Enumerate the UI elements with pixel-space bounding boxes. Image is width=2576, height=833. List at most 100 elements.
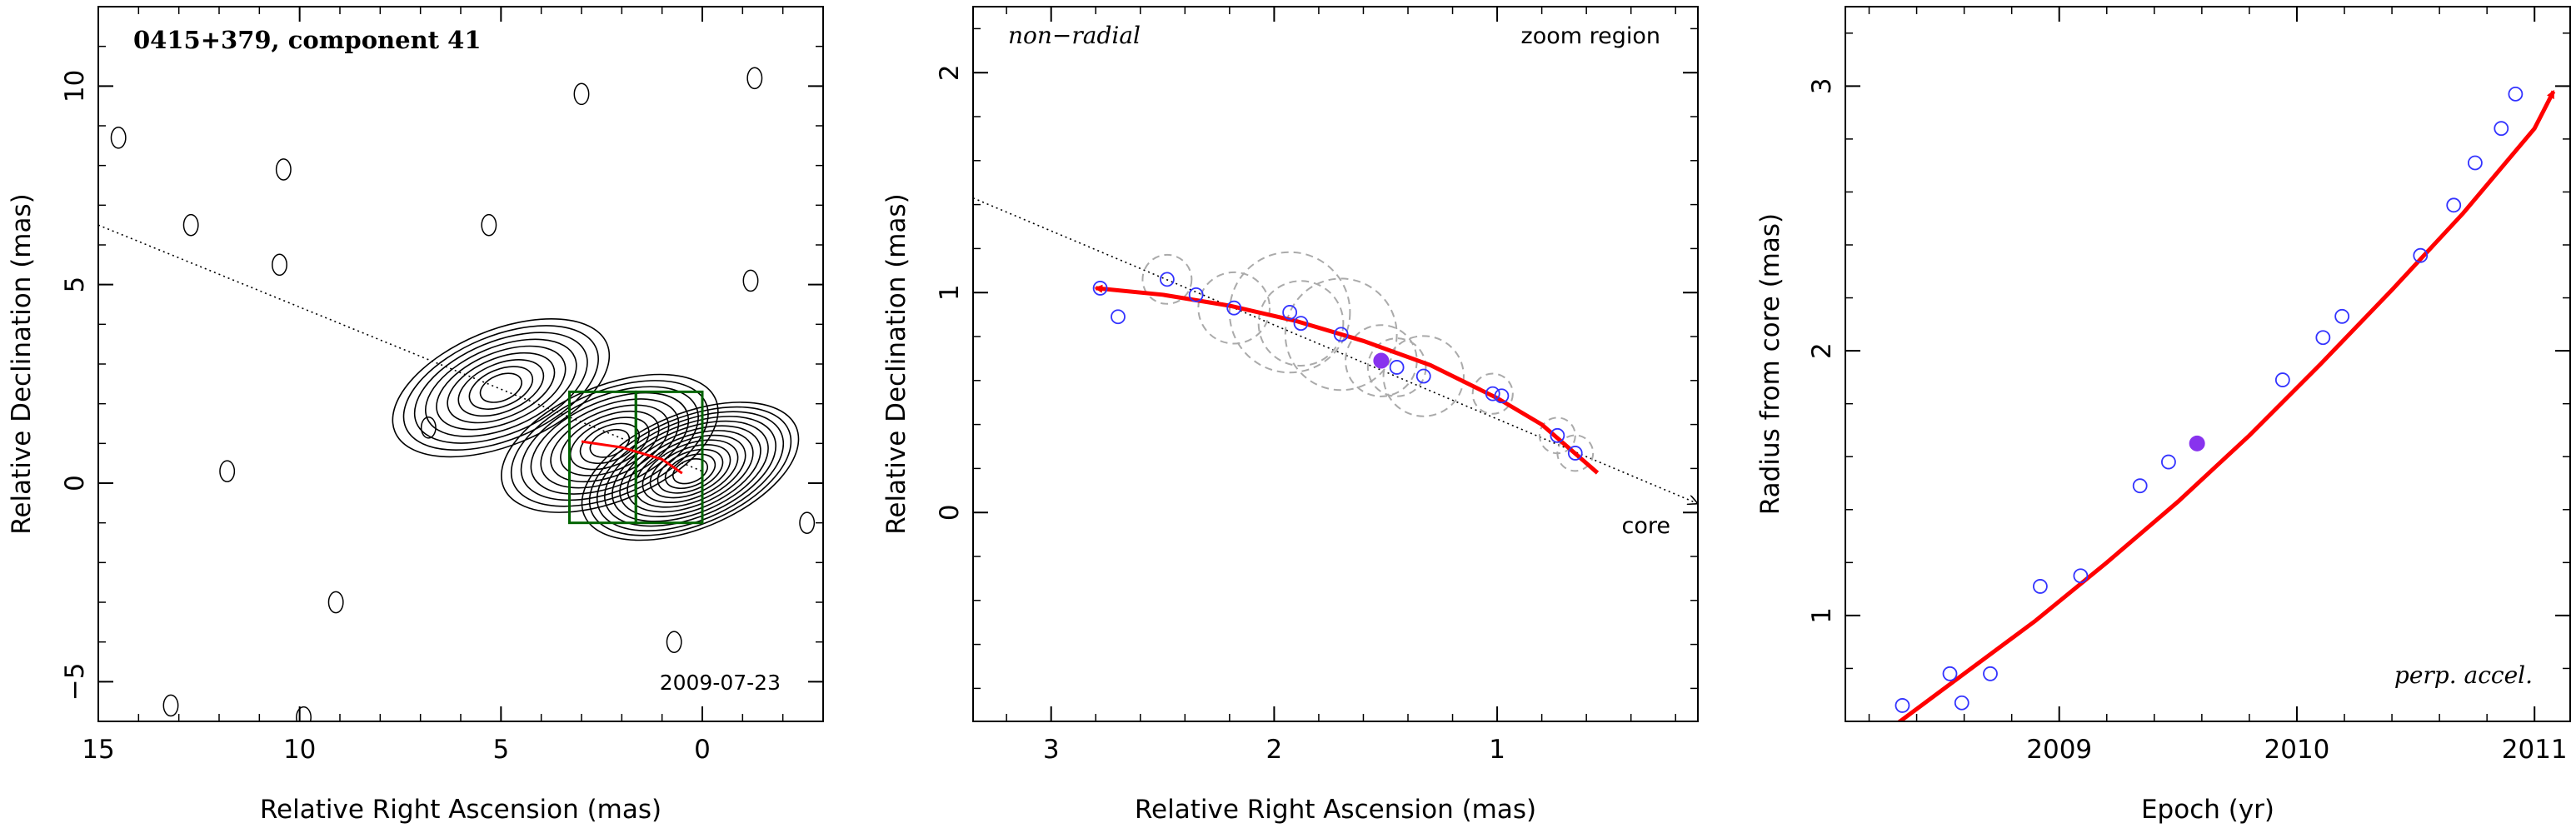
data-point (2315, 330, 2331, 346)
x-tick-label: 15 (82, 735, 114, 765)
x-axis-label: Relative Right Ascension (mas) (260, 795, 661, 825)
error-ellipse (1197, 271, 1271, 345)
contour-level (540, 398, 680, 489)
axis-ticks: 15 10 5 0 −5 0 5 10 (60, 6, 824, 765)
y-tick-label: 1 (935, 284, 965, 301)
data-point (2334, 308, 2350, 324)
panel-contour-map: 15 10 5 0 −5 0 5 10 0415+379, component 41 2009… (7, 6, 824, 825)
isolated-contour-features (110, 67, 816, 721)
contour-level (425, 338, 577, 437)
isolated-contour (110, 126, 127, 149)
position-points (1092, 272, 1583, 461)
isolated-contour (799, 511, 816, 534)
error-ellipse (1257, 280, 1345, 367)
isolated-contour (272, 253, 287, 277)
data-point (2413, 247, 2429, 263)
contour-level (671, 458, 709, 485)
y-tick-label: 2 (935, 64, 965, 81)
non-radial-label: non−radial (1008, 22, 1141, 49)
data-point (1983, 666, 1998, 681)
y-tick-label: 2 (1807, 342, 1837, 359)
zoom-box-right (634, 390, 704, 525)
data-point (1092, 281, 1108, 296)
plot-frame (97, 6, 824, 722)
data-point (2274, 372, 2290, 387)
isolated-contour (742, 269, 759, 292)
x-tick-label: 1 (1489, 735, 1505, 765)
y-tick-label: −5 (60, 662, 90, 701)
data-point (1567, 446, 1583, 461)
data-point (2508, 86, 2524, 102)
data-point (1942, 666, 1958, 681)
contour-level (642, 439, 739, 503)
zoom-region-label: zoom region (1521, 23, 1660, 49)
contour-level (634, 434, 746, 508)
data-point (1293, 316, 1309, 332)
perp-accel-label: perp. accel. (2394, 661, 2533, 689)
error-ellipse (1556, 434, 1595, 472)
x-tick-label: 2009 (2026, 735, 2092, 765)
contour-level (581, 402, 800, 541)
panel-zoom-region: 3 2 1 0 1 2 non−radial zoom region core Relat… (881, 6, 1699, 825)
highlight-point (1373, 352, 1390, 369)
contour-level (447, 352, 556, 424)
zoom-region-box (568, 390, 704, 525)
data-point (1485, 386, 1500, 402)
x-tick-label: 5 (492, 735, 509, 765)
contour-level (479, 372, 522, 403)
plot-frame (972, 6, 1699, 722)
plot-frame (1845, 6, 2571, 722)
contour-level (612, 420, 769, 522)
error-ellipse (1284, 277, 1398, 392)
x-axis-label: Relative Right Ascension (mas) (1135, 795, 1536, 825)
y-tick-label: 5 (60, 277, 90, 293)
contour-level (588, 406, 792, 536)
isolated-contour (327, 591, 344, 614)
contour-level (596, 411, 785, 531)
trajectory-fit (581, 440, 683, 475)
data-point (2033, 579, 2048, 594)
error-ellipse (1141, 253, 1193, 305)
contour-level (550, 404, 670, 483)
contour-level (392, 317, 611, 458)
x-tick-label: 0 (694, 735, 711, 765)
map-title: 0415+379, component 41 (133, 26, 482, 54)
isolated-contour (746, 67, 763, 90)
x-tick-label: 2010 (2264, 735, 2330, 765)
x-tick-label: 10 (283, 735, 316, 765)
y-tick-label: 1 (1807, 607, 1837, 624)
highlight-point (2189, 435, 2205, 451)
data-point (1226, 300, 1242, 316)
data-point (1895, 698, 1910, 713)
radius-points (1895, 86, 2524, 713)
contour-level (457, 359, 545, 417)
isolated-contour (296, 706, 312, 721)
y-tick-label: 0 (60, 475, 90, 491)
contour-level (656, 448, 724, 494)
isolated-contour (420, 416, 437, 439)
y-tick-label: 10 (60, 70, 90, 102)
data-point (1159, 272, 1175, 287)
contour-level (436, 345, 567, 431)
data-point (1111, 309, 1126, 325)
data-point (2468, 155, 2483, 171)
x-axis-label: Epoch (yr) (2141, 795, 2274, 825)
isolated-contour (573, 82, 590, 106)
error-ellipse (1382, 335, 1465, 417)
data-point (1389, 360, 1405, 375)
x-tick-label: 3 (1043, 735, 1060, 765)
data-point (2494, 121, 2509, 137)
ridge-line (98, 224, 703, 472)
y-axis-label: Relative Declination (mas) (7, 193, 37, 535)
axis-ticks: 2009 2010 2011 1 2 3 (1807, 7, 2570, 765)
epoch-date-label: 2009-07-23 (660, 671, 781, 695)
trajectory-fit (1094, 284, 1600, 475)
contour-level (619, 425, 761, 517)
error-ellipse (1471, 372, 1514, 415)
axis-ticks: 3 2 1 0 1 2 (935, 7, 1698, 765)
data-point (2446, 197, 2462, 213)
contour-level (468, 366, 534, 410)
contour-level (510, 380, 709, 507)
